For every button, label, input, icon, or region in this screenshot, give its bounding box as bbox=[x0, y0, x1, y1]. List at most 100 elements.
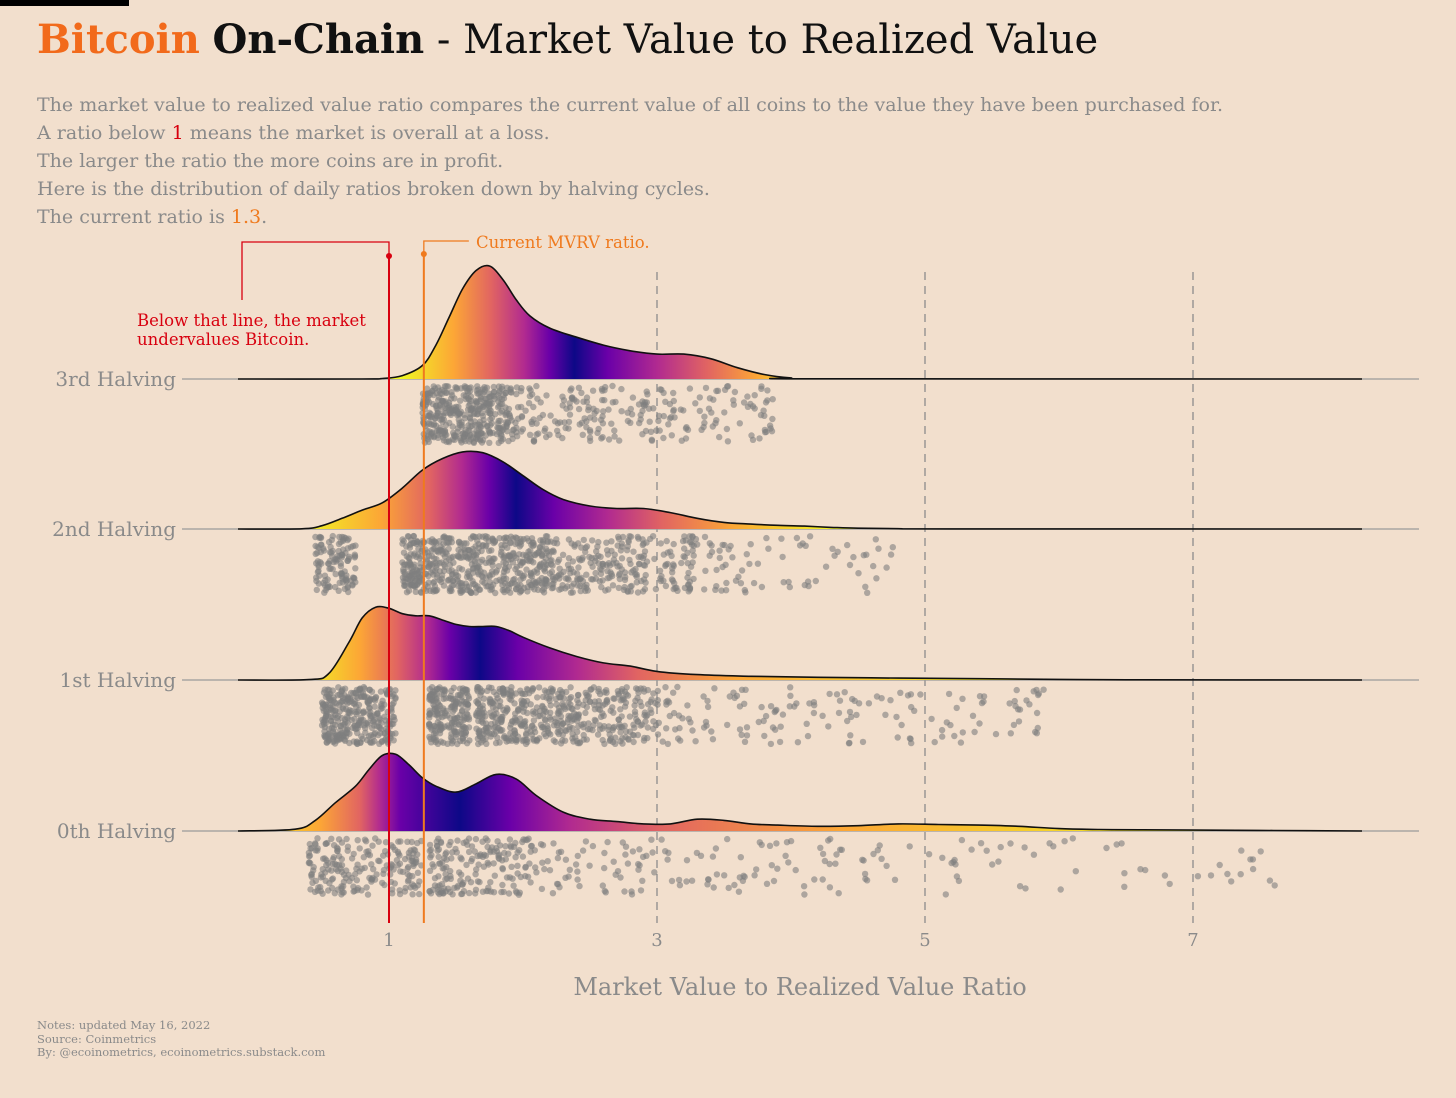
data-point bbox=[525, 579, 533, 586]
data-point bbox=[654, 731, 662, 738]
gridlines bbox=[656, 272, 1194, 923]
data-point bbox=[611, 427, 618, 434]
data-point bbox=[599, 710, 606, 717]
data-point bbox=[430, 588, 437, 595]
data-point bbox=[565, 418, 573, 426]
data-point bbox=[546, 431, 553, 438]
data-point bbox=[316, 572, 323, 579]
data-point bbox=[458, 588, 466, 595]
data-point bbox=[696, 407, 703, 415]
data-point bbox=[698, 426, 705, 433]
data-point bbox=[447, 867, 454, 875]
data-point bbox=[460, 839, 467, 847]
data-point bbox=[549, 890, 557, 897]
data-point bbox=[595, 560, 602, 567]
x-axis-ticks: 1 3 5 7 bbox=[383, 930, 1198, 951]
data-point bbox=[756, 435, 763, 442]
data-point bbox=[660, 551, 667, 558]
data-point bbox=[632, 685, 640, 692]
data-point bbox=[1266, 877, 1274, 884]
data-point bbox=[352, 579, 359, 586]
data-point bbox=[496, 389, 503, 396]
data-point bbox=[860, 552, 867, 559]
data-point bbox=[462, 392, 469, 400]
data-point bbox=[633, 716, 640, 723]
data-point bbox=[502, 856, 509, 863]
data-point bbox=[560, 695, 567, 702]
data-point bbox=[634, 589, 642, 596]
data-point bbox=[953, 704, 960, 712]
data-point bbox=[350, 888, 357, 895]
data-point bbox=[507, 589, 514, 596]
data-point bbox=[568, 583, 575, 590]
data-point bbox=[651, 555, 658, 563]
threshold-marker bbox=[386, 253, 392, 259]
data-point bbox=[443, 383, 450, 390]
data-point bbox=[344, 584, 351, 591]
data-point bbox=[477, 692, 484, 699]
data-point bbox=[547, 702, 554, 709]
data-point bbox=[649, 849, 656, 856]
data-point bbox=[355, 701, 363, 709]
data-point bbox=[343, 835, 350, 843]
data-point bbox=[575, 384, 583, 391]
data-point bbox=[426, 419, 433, 426]
data-point bbox=[520, 572, 528, 579]
data-point bbox=[670, 562, 677, 570]
data-point bbox=[382, 735, 389, 742]
density-fill-0th-halving bbox=[238, 753, 1362, 831]
data-point bbox=[750, 579, 758, 587]
data-point bbox=[870, 850, 877, 858]
data-point bbox=[417, 578, 424, 585]
data-point bbox=[330, 854, 337, 861]
data-point bbox=[444, 577, 452, 584]
data-point bbox=[616, 721, 623, 728]
data-point bbox=[514, 569, 521, 576]
data-point bbox=[792, 866, 799, 874]
data-point bbox=[548, 581, 556, 588]
data-point bbox=[615, 584, 622, 592]
data-point bbox=[725, 884, 732, 892]
data-point bbox=[441, 534, 448, 541]
data-point bbox=[425, 438, 432, 446]
data-point bbox=[505, 584, 513, 592]
data-point bbox=[359, 735, 366, 742]
title-bold: On-Chain bbox=[212, 16, 425, 63]
data-point bbox=[566, 695, 573, 702]
data-point bbox=[449, 849, 456, 856]
data-point bbox=[819, 712, 826, 719]
data-point bbox=[787, 692, 794, 699]
data-point bbox=[376, 857, 383, 865]
data-point bbox=[1216, 861, 1223, 869]
data-point bbox=[825, 723, 832, 730]
data-point bbox=[319, 866, 326, 873]
data-point bbox=[1249, 865, 1257, 873]
data-point bbox=[416, 890, 423, 898]
data-point bbox=[509, 435, 516, 442]
data-point bbox=[712, 845, 720, 852]
data-point bbox=[390, 713, 398, 721]
data-point bbox=[983, 847, 990, 854]
data-point bbox=[811, 876, 818, 883]
data-point bbox=[473, 398, 480, 405]
data-point bbox=[321, 733, 328, 740]
data-point bbox=[490, 393, 498, 400]
data-point bbox=[353, 877, 360, 884]
data-point bbox=[312, 877, 320, 885]
data-point bbox=[624, 409, 631, 416]
data-point bbox=[587, 437, 594, 445]
data-point bbox=[380, 866, 388, 874]
data-point bbox=[457, 854, 464, 861]
data-point bbox=[804, 732, 812, 740]
data-point bbox=[522, 723, 529, 730]
data-point bbox=[486, 406, 493, 413]
data-point bbox=[431, 688, 438, 696]
data-point bbox=[527, 842, 535, 850]
data-point bbox=[529, 542, 537, 550]
data-point bbox=[642, 579, 649, 586]
data-point bbox=[670, 406, 677, 413]
data-point bbox=[539, 693, 547, 701]
data-point bbox=[323, 739, 330, 746]
data-point bbox=[426, 537, 433, 545]
data-point bbox=[906, 843, 913, 850]
